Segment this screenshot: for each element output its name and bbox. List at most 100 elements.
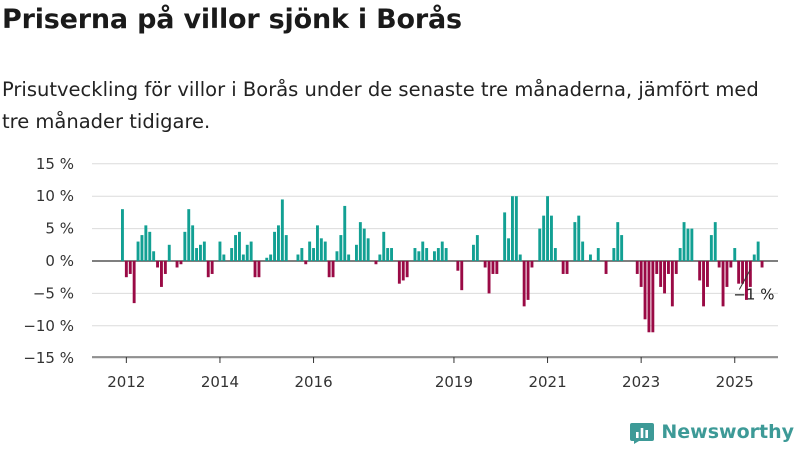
x-tick-label: 2019 <box>435 373 473 391</box>
bar <box>284 235 288 261</box>
bar <box>331 261 335 278</box>
bar <box>444 248 448 261</box>
bar <box>245 244 249 261</box>
bar <box>296 254 300 261</box>
x-tick-label: 2023 <box>622 373 660 391</box>
bar <box>304 261 308 265</box>
y-tick-label: 10 % <box>36 187 74 205</box>
bar <box>674 261 678 274</box>
bar <box>202 241 206 261</box>
bar <box>748 261 752 287</box>
chart-subtitle: Prisutveckling för villor i Borås under … <box>2 78 759 133</box>
x-tick-label: 2012 <box>107 373 145 391</box>
bar <box>148 231 152 261</box>
bar <box>386 248 390 261</box>
bar <box>698 261 702 281</box>
bar <box>526 261 530 300</box>
bar <box>483 261 487 268</box>
bar <box>191 225 195 261</box>
bar <box>651 261 655 333</box>
bar <box>760 261 764 268</box>
bar <box>573 222 577 261</box>
bar <box>362 228 366 261</box>
bar <box>121 209 124 261</box>
bar <box>456 261 460 271</box>
bar <box>195 248 198 261</box>
bar <box>522 261 526 307</box>
bar <box>277 225 280 261</box>
bar <box>343 205 347 261</box>
bar <box>604 261 608 274</box>
bar <box>433 251 436 261</box>
bar <box>729 261 733 268</box>
bar <box>655 261 659 274</box>
bar <box>316 225 319 261</box>
bar <box>491 261 495 274</box>
bar <box>358 222 362 261</box>
bar <box>737 261 741 284</box>
bar <box>752 254 756 261</box>
bar <box>546 196 549 261</box>
bar <box>144 225 148 261</box>
bar <box>253 261 257 278</box>
y-tick-label: −10 % <box>23 317 74 335</box>
bar <box>639 261 643 287</box>
bar <box>347 254 351 261</box>
bar <box>717 261 721 268</box>
bar <box>339 235 343 261</box>
bar <box>199 244 202 261</box>
bar <box>238 231 241 261</box>
x-tick-label: 2021 <box>528 373 566 391</box>
newsworthy-logo: Newsworthy <box>630 420 794 444</box>
bar <box>440 241 444 261</box>
bar <box>682 222 686 261</box>
bar <box>421 241 425 261</box>
brand-name: Newsworthy <box>661 421 794 443</box>
x-tick-label: 2025 <box>716 373 754 391</box>
bar <box>136 241 140 261</box>
bar <box>542 215 546 261</box>
bar <box>128 261 132 274</box>
bar <box>690 228 694 261</box>
bar <box>187 209 191 261</box>
bar <box>702 261 705 307</box>
bar <box>581 241 585 261</box>
bar <box>518 254 522 261</box>
bar <box>300 248 304 261</box>
bar <box>280 199 284 261</box>
bar <box>241 254 245 261</box>
annotation-leader-line <box>738 269 751 290</box>
bar <box>374 261 378 265</box>
bar <box>436 248 440 261</box>
bar <box>507 238 510 261</box>
bar <box>230 248 234 261</box>
bar <box>163 261 167 274</box>
bar <box>355 244 358 261</box>
bar <box>530 261 534 268</box>
bar <box>709 235 713 261</box>
bar <box>249 241 253 261</box>
bar <box>553 248 557 261</box>
bar-chart-logo-icon <box>630 423 655 444</box>
bar <box>382 231 386 261</box>
bar <box>269 254 273 261</box>
bar <box>550 215 553 261</box>
bar <box>265 257 269 261</box>
bar <box>678 248 682 261</box>
bar <box>405 261 409 278</box>
bar <box>745 261 748 300</box>
bar <box>713 222 717 261</box>
bar <box>472 244 475 261</box>
bar <box>721 261 725 307</box>
bar <box>366 238 370 261</box>
bar <box>733 248 737 261</box>
x-tick-label: 2016 <box>294 373 332 391</box>
bar <box>635 261 639 274</box>
bar <box>460 261 464 291</box>
bar <box>417 251 421 261</box>
bar <box>257 261 261 278</box>
bar <box>401 261 405 281</box>
bar <box>495 261 499 274</box>
bar <box>511 196 514 261</box>
